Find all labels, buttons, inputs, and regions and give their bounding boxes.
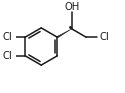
Text: Cl: Cl bbox=[2, 32, 12, 42]
Text: Cl: Cl bbox=[2, 51, 12, 61]
Text: Cl: Cl bbox=[99, 32, 109, 42]
Polygon shape bbox=[57, 29, 72, 38]
Text: OH: OH bbox=[64, 2, 79, 12]
